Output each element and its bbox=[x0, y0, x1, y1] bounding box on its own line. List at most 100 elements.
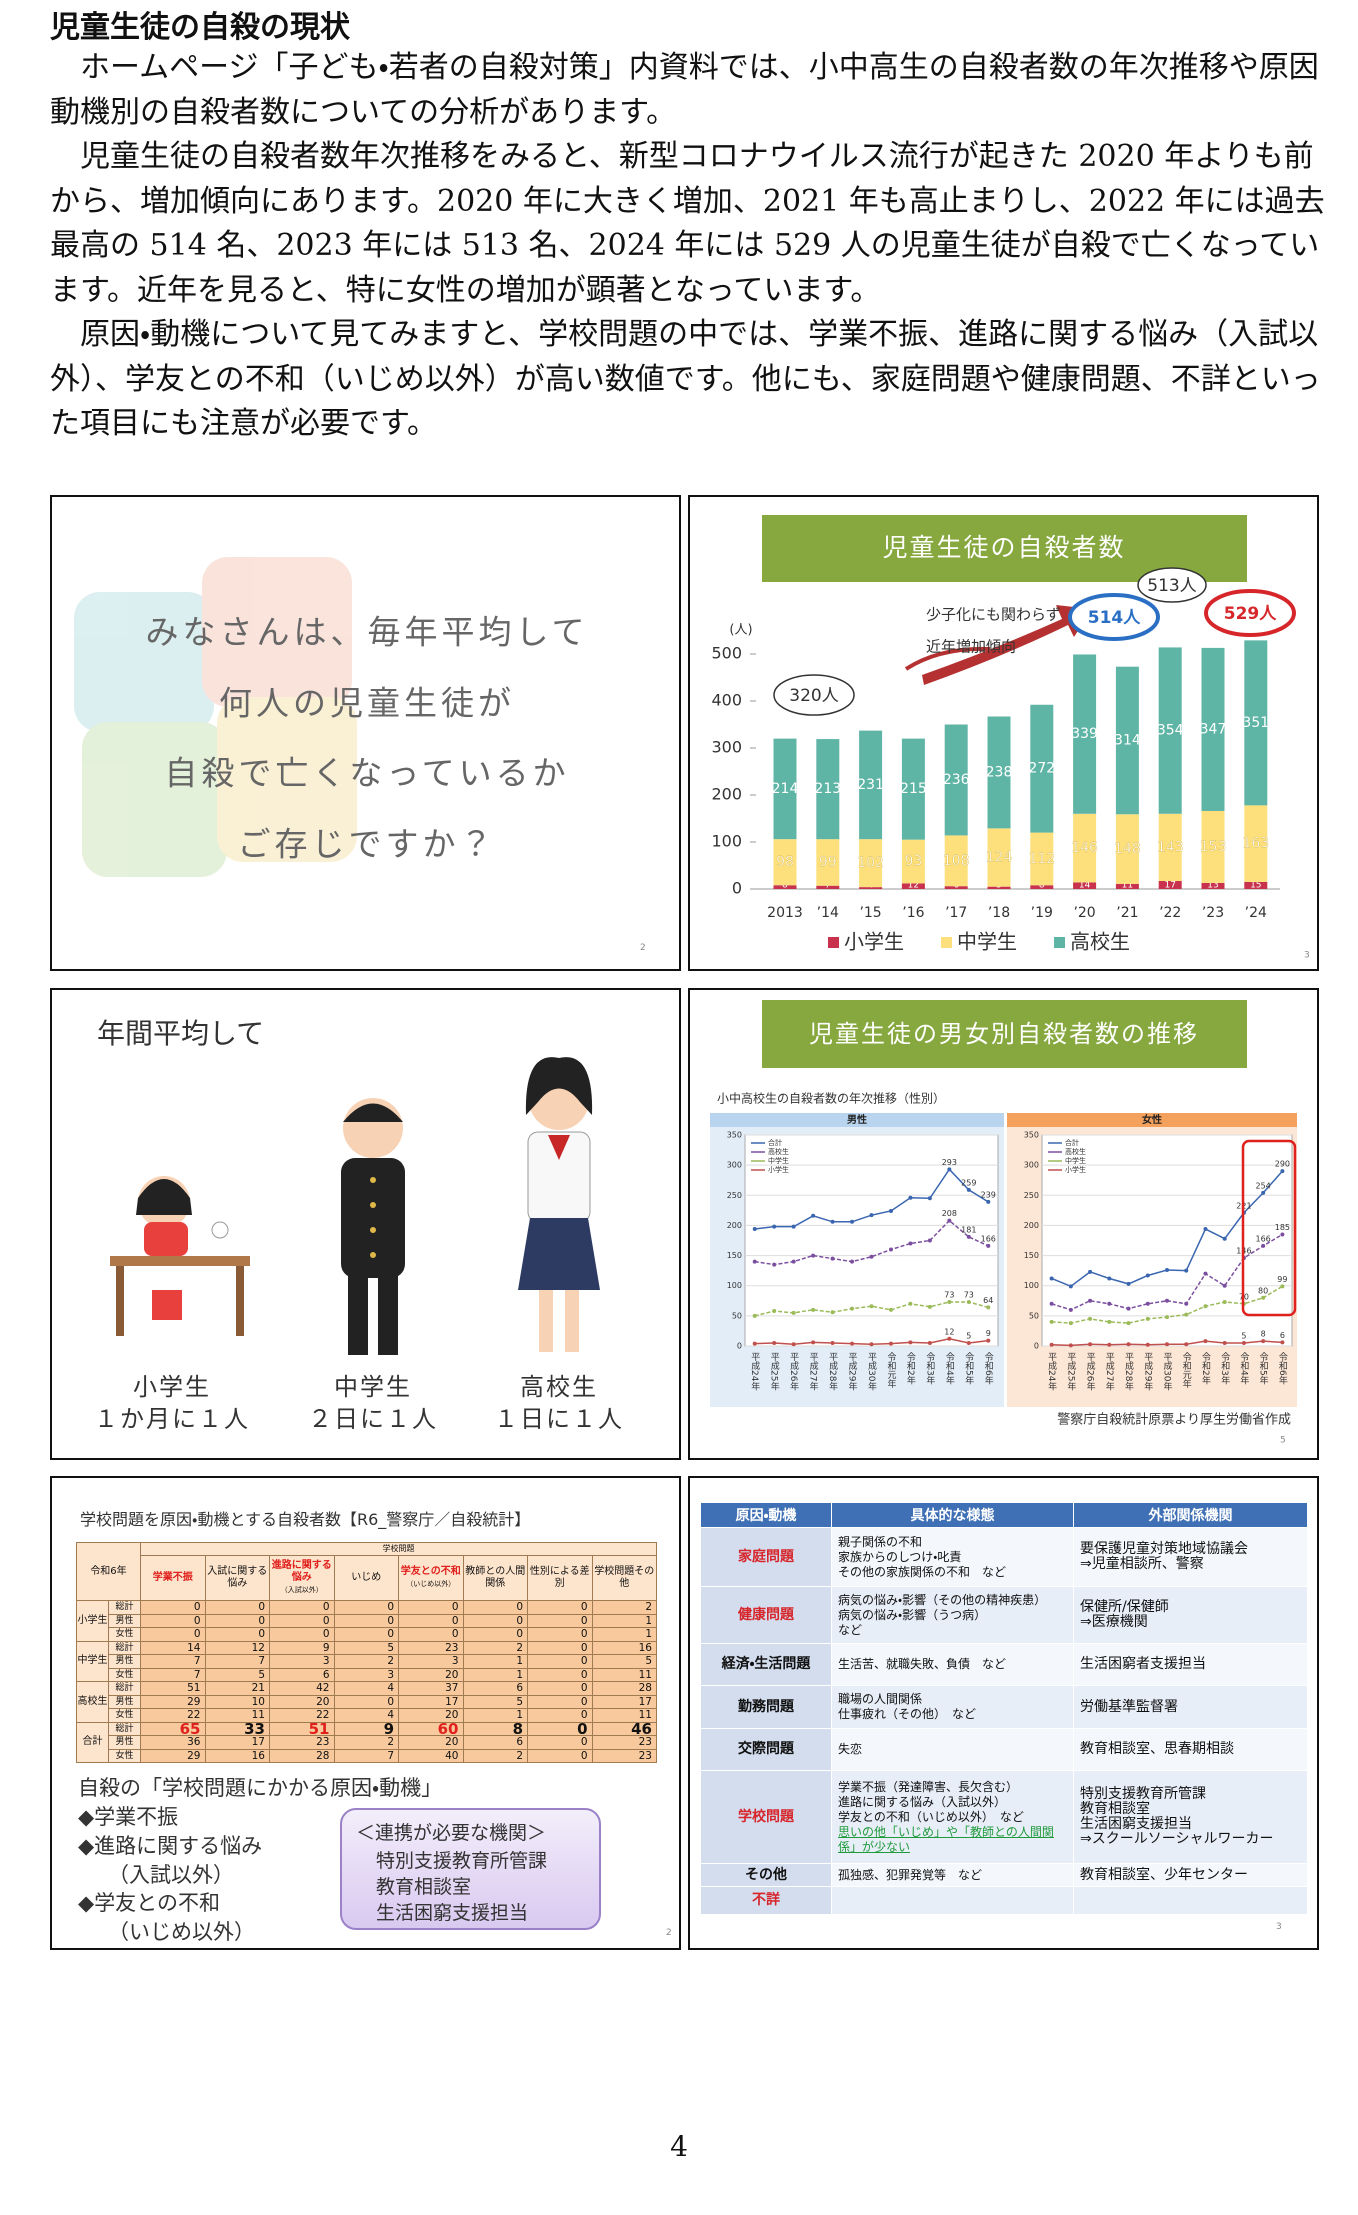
slide-title: 学校問題を原因・動機とする自殺者数【R6_警察庁／自殺統計】 bbox=[80, 1510, 531, 1529]
table-row: その他 孤独感、犯罪発覚等 など 教育相談室、少年センター bbox=[700, 1863, 1308, 1887]
bar-segment bbox=[987, 886, 1011, 889]
bar-segment bbox=[1115, 666, 1139, 815]
bar-segment bbox=[773, 885, 797, 889]
bar-segment bbox=[1244, 805, 1268, 882]
callout bbox=[1137, 567, 1207, 603]
highlight-box bbox=[1241, 1139, 1297, 1317]
annotation: 少子化にも関わらず bbox=[926, 606, 1061, 624]
legend-label: 高校生 bbox=[1065, 1147, 1086, 1156]
agency-item: 生活困窮支援担当 bbox=[376, 1902, 529, 1924]
value-label: 146 bbox=[1071, 840, 1098, 856]
detail-line: など bbox=[838, 1622, 863, 1637]
skirt bbox=[518, 1218, 600, 1290]
puzzle-piece bbox=[74, 592, 214, 732]
agency-line: 教育相談室 bbox=[1080, 1801, 1150, 1817]
cell: 60 bbox=[398, 1721, 464, 1736]
frequency: ２日に１人 bbox=[308, 1405, 438, 1433]
bar-segment bbox=[987, 828, 1011, 887]
bar-segment bbox=[816, 739, 840, 840]
point bbox=[752, 1259, 757, 1264]
agencies: 労働基準監督署 bbox=[1073, 1685, 1308, 1729]
cell: 36 bbox=[140, 1735, 206, 1750]
point bbox=[1184, 1268, 1189, 1273]
point bbox=[1126, 1281, 1131, 1286]
cell: 28 bbox=[591, 1681, 657, 1696]
group-header: 学校問題 bbox=[140, 1542, 657, 1556]
y-tick-label: 100 bbox=[711, 832, 742, 851]
desk bbox=[110, 1256, 250, 1266]
cell: 6 bbox=[462, 1735, 528, 1750]
line-chart-slide: 児童生徒の男女別自殺者数の推移 小中高校生の自殺者数の年次推移（性別） 警察庁自… bbox=[688, 988, 1319, 1460]
column-label: 学業不振 bbox=[152, 1572, 193, 1583]
x-tick-label: 平成25年 bbox=[769, 1352, 780, 1391]
bar-segment bbox=[1201, 810, 1225, 883]
point bbox=[830, 1310, 835, 1315]
point bbox=[1184, 1312, 1189, 1317]
agency-line: 教育相談室、少年センター bbox=[1080, 1866, 1248, 1883]
bar-segment bbox=[859, 839, 883, 888]
agency-table: 原因・動機 具体的な様態 外部関係機関 家庭問題 親子関係の不和 家族からのしつけ・叱責そ… bbox=[700, 1502, 1308, 1915]
cell: 0 bbox=[527, 1735, 593, 1750]
cell: 0 bbox=[527, 1667, 593, 1682]
row-label: 総計 bbox=[108, 1640, 141, 1655]
desk-leg bbox=[236, 1266, 244, 1336]
callout bbox=[1204, 589, 1296, 637]
boy bbox=[341, 1098, 405, 1355]
legend-label: 中学生 bbox=[768, 1156, 789, 1165]
frequency-graphic: 年間平均して 小学生 bbox=[94, 1017, 622, 1433]
cell: 23 bbox=[591, 1748, 657, 1763]
document-title: 児童生徒の自殺の現状 bbox=[50, 10, 350, 45]
x-tick-label: ’17 bbox=[945, 905, 967, 921]
agencies: 生活困窮者支援担当 bbox=[1073, 1643, 1308, 1686]
cell: 17 bbox=[398, 1694, 464, 1709]
value-label: 314 bbox=[1114, 732, 1141, 748]
x-tick-label: 平成27年 bbox=[1104, 1352, 1115, 1391]
column-label: 学校問題その他 bbox=[594, 1566, 655, 1589]
panel-header bbox=[710, 1113, 1004, 1127]
point bbox=[986, 1243, 991, 1248]
bar-segment bbox=[944, 724, 968, 836]
header-row: 令和6年 学校問題 bbox=[76, 1542, 657, 1601]
cell: 9 bbox=[333, 1721, 399, 1736]
details bbox=[831, 1886, 1074, 1915]
x-tick-label: 令和4年 bbox=[944, 1351, 955, 1386]
point bbox=[830, 1340, 835, 1345]
cell: 7 bbox=[140, 1667, 206, 1682]
hair bbox=[136, 1179, 192, 1215]
y-tick-label: 200 bbox=[711, 785, 742, 804]
cell: 65 bbox=[140, 1721, 206, 1736]
puzzle-piece bbox=[202, 557, 352, 707]
data-row: 女性 22 11 22 4 20 1 0 11 bbox=[77, 1708, 657, 1723]
value-label: 108 bbox=[943, 853, 970, 869]
cell: 11 bbox=[204, 1708, 270, 1723]
title-banner bbox=[762, 1000, 1247, 1068]
details: 失恋 bbox=[831, 1728, 1074, 1771]
bar-segment bbox=[1244, 640, 1268, 806]
column-label: 学友との不和 bbox=[400, 1566, 461, 1577]
x-tick-label: 令和5年 bbox=[1258, 1351, 1269, 1386]
point bbox=[1145, 1273, 1150, 1278]
point bbox=[1261, 1295, 1266, 1300]
column-label: 進路に関する悩み bbox=[271, 1560, 332, 1583]
point bbox=[927, 1304, 932, 1309]
point bbox=[927, 1238, 932, 1243]
y-tick-label: 300 bbox=[727, 1161, 742, 1170]
x-tick-label: 平成25年 bbox=[1065, 1352, 1076, 1391]
x-tick-label: ’15 bbox=[859, 905, 881, 921]
detail-line: 仕事疲れ（その他） など bbox=[838, 1707, 977, 1721]
sigh bbox=[211, 1221, 229, 1239]
row-group: 合計 bbox=[76, 1721, 109, 1763]
cause: 勤務問題 bbox=[700, 1685, 832, 1729]
cell: 20 bbox=[398, 1667, 464, 1682]
school-level: 中学生 bbox=[334, 1373, 412, 1401]
bar-segment bbox=[1073, 813, 1097, 883]
cell: 17 bbox=[204, 1735, 270, 1750]
child-at-desk bbox=[110, 1176, 250, 1336]
value-label: 13 bbox=[1207, 881, 1218, 891]
data-row: 男性 29 10 20 0 17 5 0 17 bbox=[77, 1694, 657, 1709]
cell: 23 bbox=[591, 1735, 657, 1750]
agency-line: 特別支援教育所管課 bbox=[1080, 1786, 1206, 1802]
point bbox=[1261, 1339, 1266, 1344]
school-level: 高校生 bbox=[520, 1373, 598, 1401]
